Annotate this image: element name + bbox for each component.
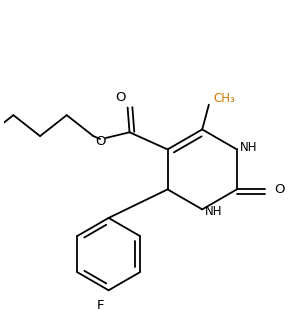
Text: O: O	[116, 91, 126, 104]
Text: CH₃: CH₃	[214, 92, 235, 105]
Text: NH: NH	[240, 141, 257, 154]
Text: NH: NH	[205, 205, 223, 218]
Text: O: O	[95, 135, 105, 148]
Text: O: O	[274, 183, 284, 196]
Text: F: F	[97, 299, 105, 310]
